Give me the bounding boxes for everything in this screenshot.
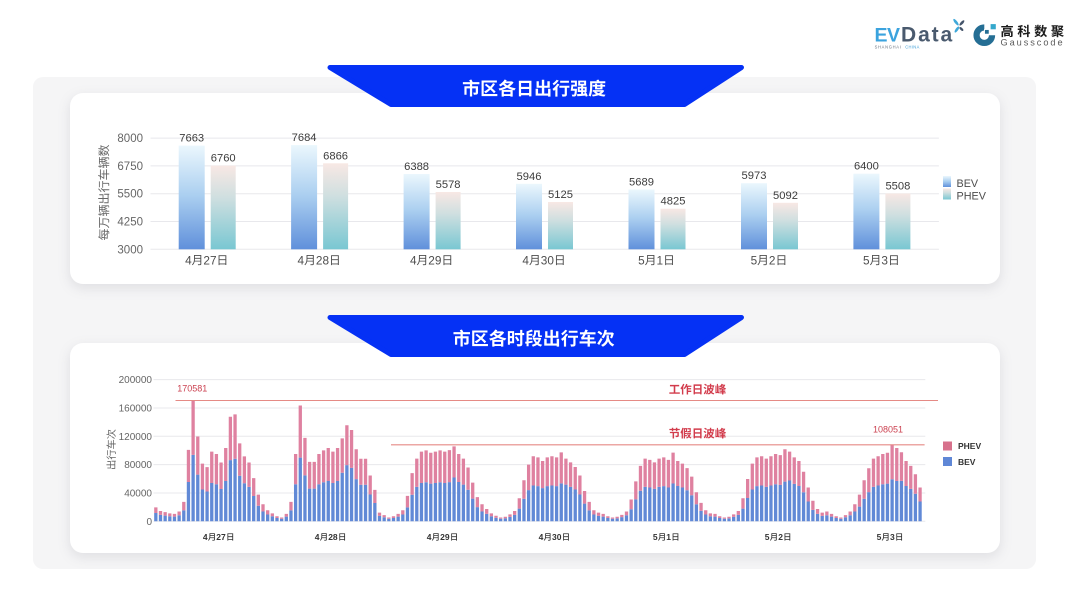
svg-text:120000: 120000 [119, 432, 153, 443]
svg-text:3000: 3000 [117, 244, 143, 256]
svg-text:5: 5 [653, 532, 658, 542]
svg-text:6760: 6760 [211, 153, 236, 165]
svg-text:EV: EV [875, 24, 901, 46]
svg-text:Gausscode: Gausscode [1001, 37, 1065, 47]
svg-text:8000: 8000 [117, 133, 143, 145]
svg-text:7684: 7684 [292, 132, 317, 144]
svg-text:4: 4 [185, 253, 192, 267]
svg-text:6866: 6866 [323, 150, 348, 162]
svg-text:30: 30 [552, 532, 562, 542]
svg-text:30: 30 [541, 253, 555, 267]
svg-text:BEV: BEV [957, 178, 979, 190]
svg-text:4: 4 [315, 532, 320, 542]
svg-text:4825: 4825 [661, 196, 686, 208]
svg-text:PHEV: PHEV [957, 191, 987, 203]
svg-text:5689: 5689 [629, 177, 654, 189]
svg-text:160000: 160000 [119, 404, 153, 415]
svg-text:4: 4 [427, 532, 432, 542]
svg-text:27: 27 [216, 532, 226, 542]
svg-text:5946: 5946 [517, 171, 542, 183]
svg-text:6388: 6388 [404, 161, 429, 173]
svg-text:5: 5 [863, 253, 870, 267]
svg-text:6750: 6750 [117, 161, 143, 173]
svg-text:Data: Data [901, 23, 954, 46]
svg-text:29: 29 [428, 253, 441, 267]
svg-text:2: 2 [769, 253, 776, 267]
svg-text:28: 28 [328, 532, 338, 542]
svg-text:PHEV: PHEV [958, 441, 981, 451]
svg-text:SHANGHAI: SHANGHAI [875, 44, 902, 49]
svg-text:5508: 5508 [885, 181, 910, 193]
svg-text:6400: 6400 [854, 161, 879, 173]
svg-text:5500: 5500 [117, 189, 143, 201]
svg-text:40000: 40000 [124, 489, 152, 500]
svg-text:4: 4 [522, 253, 529, 267]
svg-text:1: 1 [666, 532, 671, 542]
svg-text:29: 29 [440, 532, 450, 542]
svg-text:27: 27 [203, 253, 216, 267]
svg-text:CHINA: CHINA [905, 44, 920, 49]
svg-text:5578: 5578 [436, 179, 461, 191]
svg-text:5125: 5125 [548, 189, 573, 201]
svg-text:4: 4 [203, 532, 208, 542]
svg-text:3: 3 [890, 532, 895, 542]
svg-text:5973: 5973 [742, 170, 767, 182]
svg-text:4: 4 [410, 253, 417, 267]
svg-text:5092: 5092 [773, 190, 798, 202]
svg-text:7663: 7663 [179, 133, 204, 145]
svg-text:0: 0 [146, 517, 152, 528]
svg-text:2: 2 [778, 532, 783, 542]
svg-text:5: 5 [877, 532, 882, 542]
svg-text:28: 28 [316, 253, 330, 267]
svg-text:108051: 108051 [873, 425, 903, 435]
svg-text:BEV: BEV [958, 457, 976, 467]
svg-text:5: 5 [638, 253, 645, 267]
svg-text:80000: 80000 [124, 460, 152, 471]
svg-text:1: 1 [657, 253, 664, 267]
svg-text:3: 3 [881, 253, 888, 267]
svg-text:5: 5 [765, 532, 770, 542]
svg-text:200000: 200000 [119, 375, 153, 386]
svg-text:4: 4 [539, 532, 544, 542]
svg-text:5: 5 [751, 253, 758, 267]
svg-text:4: 4 [298, 253, 305, 267]
svg-text:170581: 170581 [177, 384, 207, 394]
svg-text:4250: 4250 [117, 217, 143, 229]
